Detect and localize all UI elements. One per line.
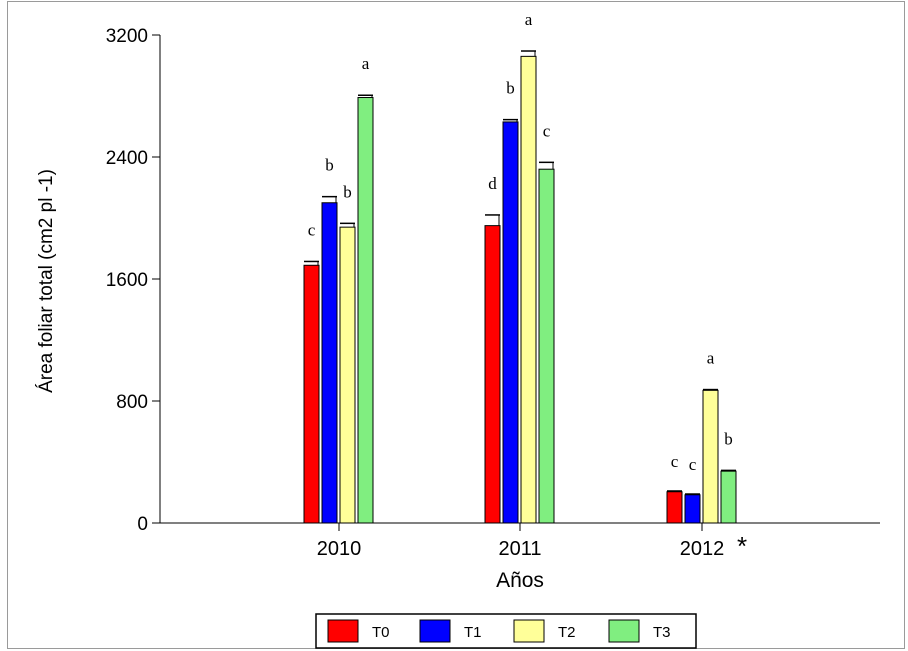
bar-T0-2010: [303, 264, 320, 524]
legend-label-T3: T3: [653, 624, 671, 641]
legend-label-T1: T1: [464, 624, 482, 641]
category-mark: *: [737, 531, 747, 561]
x-tick-label: 2011: [498, 538, 541, 560]
bar-T1-2011: [502, 121, 519, 524]
bar-T2-2011: [520, 55, 537, 524]
y-tick-label: 800: [116, 392, 148, 413]
legend-swatch-T0: [327, 619, 359, 643]
significance-letter: c: [689, 455, 697, 474]
significance-letter: c: [308, 220, 316, 239]
bar-T2-2012: [702, 389, 719, 524]
significance-letter: b: [325, 156, 334, 175]
axes: 0 800 1600 2400 3200 Área foliar total (cm2 p…: [36, 26, 880, 592]
legend-label-T0: T0: [372, 624, 390, 641]
bar-T1-2012: [684, 494, 701, 524]
x-tick-label: 2012: [680, 538, 725, 560]
significance-letter: c: [671, 452, 679, 471]
y-axis-label: Área foliar total (cm2 pl -1): [36, 169, 57, 393]
bar-T1-2010: [321, 202, 338, 524]
y-tick-label: 3200: [106, 26, 148, 47]
legend: T0 T1 T2 T3: [315, 613, 697, 649]
significance-letter: b: [724, 429, 733, 448]
significance-letter: c: [543, 121, 551, 140]
bar-T2-2010: [339, 226, 356, 524]
y-tick-label: 1600: [106, 270, 148, 291]
bar-T3-2012: [720, 470, 737, 524]
bar-T0-2011: [484, 225, 501, 524]
bar-T0-2012: [666, 491, 683, 524]
significance-letter: a: [362, 54, 370, 73]
x-axis-label: Años: [496, 569, 544, 592]
legend-swatch-T3: [608, 619, 640, 643]
legend-swatch-T2: [513, 619, 545, 643]
chart-frame: [7, 1, 905, 649]
bar-T3-2011: [538, 168, 555, 524]
x-tick-label: 2010: [317, 538, 362, 560]
bar-T3-2010: [357, 97, 374, 524]
significance-letter: a: [525, 10, 533, 29]
significance-letter: b: [343, 182, 352, 201]
legend-label-T2: T2: [558, 624, 576, 641]
legend-swatch-T1: [419, 619, 451, 643]
bars: [303, 50, 737, 524]
y-tick-label: 2400: [106, 148, 148, 169]
y-tick-label: 0: [137, 514, 148, 535]
significance-letter: a: [707, 349, 715, 368]
significance-letter: b: [506, 79, 515, 98]
significance-letter: d: [488, 174, 497, 193]
